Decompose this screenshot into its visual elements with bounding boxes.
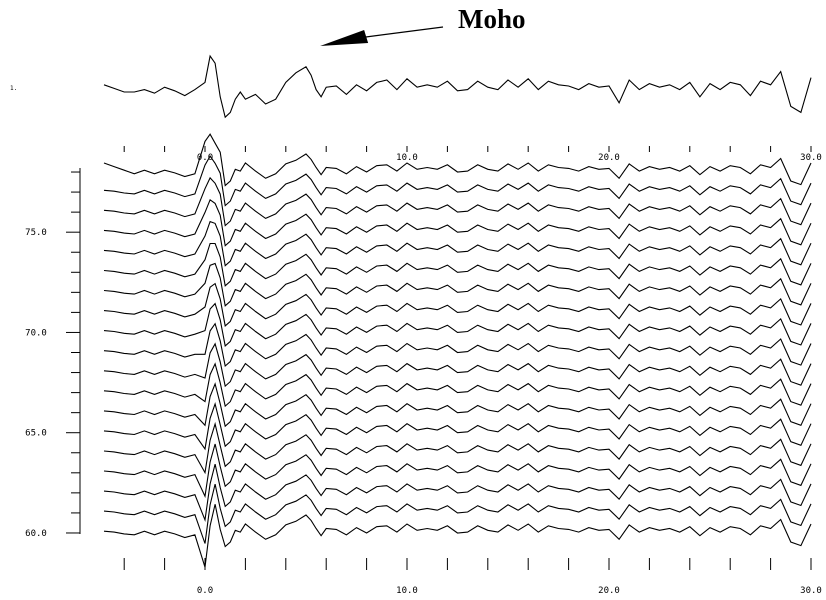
gather-trace [103,483,812,544]
x-tick-label: 0.0 [197,586,213,596]
gather-trace [103,302,812,347]
gather-trace [103,463,812,523]
gather-trace [103,242,812,287]
gather-trace [103,155,812,207]
gather-trace [103,282,812,327]
gather-trace [103,220,812,267]
moho-label: Moho [458,4,526,34]
top-x-tick-label: 30.0 [800,153,822,163]
y-tick-label: 65.0 [25,429,47,439]
top-x-tick-label: 20.0 [598,153,620,163]
gather-trace [103,198,812,247]
trace-gather-panel: 0.0 10.0 20.0 30.0 60.0 65.0 70.0 75.0 [25,133,822,596]
gather-trace [103,262,812,307]
moho-arrow-head [320,30,369,46]
top-x-tick-label: 0.0 [197,153,213,163]
moho-annotation: Moho [320,4,526,46]
gather-trace [103,342,812,388]
gather-trace [103,443,812,499]
gather-trace [103,362,812,408]
x-tick-label: 10.0 [396,586,418,596]
top-x-tick-label: 10.0 [396,153,418,163]
y-tick-label: 70.0 [25,328,47,338]
gather-trace [103,322,812,368]
gather-trace [103,133,812,187]
x-tick-label: 20.0 [598,586,620,596]
y-tick-label: 75.0 [25,228,47,238]
stacked-trace-panel: 1. 0.0 10.0 20.0 30.0 Moho [10,4,822,163]
gather-trace [103,176,812,227]
gather-trace [103,421,812,475]
gather-trace [103,401,812,451]
stacked-trace-label: 1. [10,85,17,92]
stacked-trace-line [103,54,812,119]
gather-trace [103,382,812,428]
moho-arrow-shaft [358,26,444,39]
gather-trace [103,504,812,568]
x-tick-label: 30.0 [800,586,822,596]
y-tick-label: 60.0 [25,529,47,539]
